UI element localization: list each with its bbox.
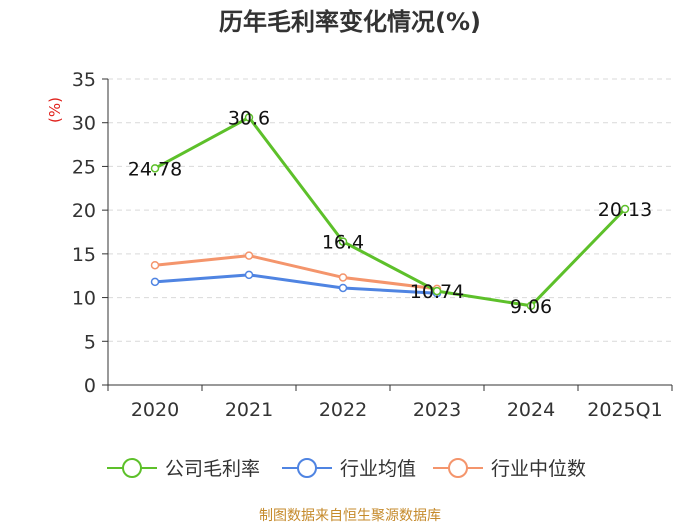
legend-marker <box>297 458 317 478</box>
data-label: 10.74 <box>410 281 464 303</box>
series-lines <box>150 113 630 311</box>
y-tick-label: 30 <box>72 113 96 135</box>
data-point <box>526 301 536 311</box>
legend-item-0[interactable]: 公司毛利率 <box>107 458 260 480</box>
x-tick-label: 2024 <box>507 399 555 421</box>
data-point <box>150 277 160 287</box>
legend-item-2[interactable]: 行业中位数 <box>433 458 586 480</box>
data-point <box>150 260 160 270</box>
y-axis-label: (%) <box>46 97 64 123</box>
data-point <box>150 164 160 173</box>
data-point <box>338 237 348 246</box>
y-tick-label: 0 <box>84 375 96 397</box>
data-point <box>338 273 348 282</box>
data-label: 30.6 <box>228 107 270 129</box>
legend-marker <box>448 458 468 478</box>
data-point <box>244 113 254 122</box>
data-point <box>244 270 254 280</box>
series-line-2 <box>154 254 438 291</box>
series-line-0 <box>154 115 627 308</box>
chart-title: 历年毛利率变化情况(%) <box>219 8 481 36</box>
data-point <box>620 204 630 214</box>
source-note: 制图数据来自恒生聚源数据库 <box>259 508 441 524</box>
y-tick-label: 20 <box>72 200 96 222</box>
axes: 0 5 10 15 20 25 30 35 2020 2021 2022 2023 2024 2025Q1 <box>72 69 673 421</box>
data-label: 16.4 <box>322 232 364 254</box>
legend-item-1[interactable]: 行业均值 <box>282 458 416 480</box>
legend[interactable]: 公司毛利率 行业均值 行业中位数 <box>107 458 586 480</box>
x-tick-label: 2022 <box>319 399 367 421</box>
y-tick-label: 5 <box>84 331 96 353</box>
x-tick-label: 2020 <box>131 399 179 421</box>
data-label: 9.06 <box>510 296 552 318</box>
y-tick-label: 35 <box>72 69 96 91</box>
y-tick-label: 10 <box>72 288 96 310</box>
data-point <box>432 286 442 296</box>
series-line-1 <box>154 273 438 295</box>
data-label: 24.78 <box>128 158 182 180</box>
legend-label: 行业中位数 <box>491 458 586 480</box>
data-point <box>338 283 348 293</box>
data-label: 20.13 <box>598 199 652 221</box>
y-tick-label: 15 <box>72 244 96 266</box>
x-tick-label: 2023 <box>413 399 461 421</box>
legend-label: 公司毛利率 <box>165 458 260 480</box>
legend-marker <box>122 458 142 478</box>
x-tick-label: 2021 <box>225 399 273 421</box>
data-labels: 24.78 30.6 16.4 10.74 9.06 20.13 <box>128 107 652 317</box>
legend-label: 行业均值 <box>340 458 416 480</box>
data-point <box>244 251 254 260</box>
x-tick-label: 2025Q1 <box>587 399 662 421</box>
grid <box>108 78 672 342</box>
y-tick-label: 25 <box>72 156 96 178</box>
